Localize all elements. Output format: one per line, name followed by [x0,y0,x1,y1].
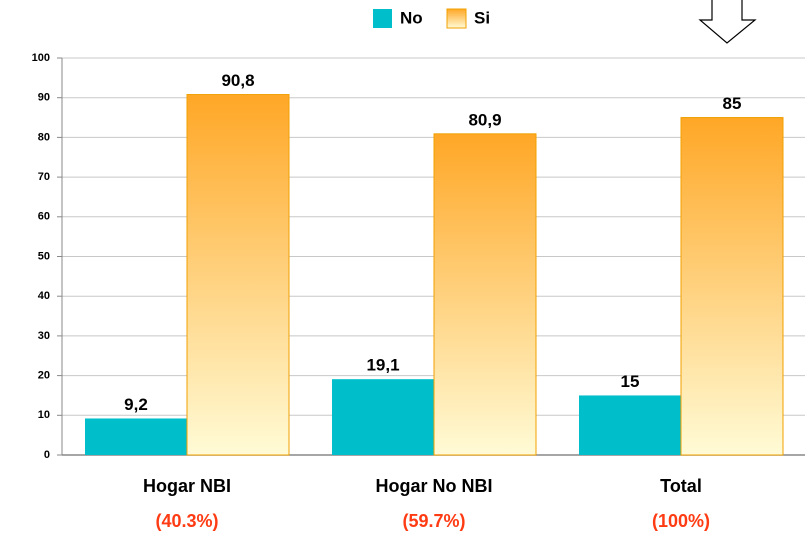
bar [332,379,434,455]
value-label: 9,2 [124,395,148,414]
legend-label: No [400,8,423,27]
category-note: (100%) [652,511,710,531]
x-tick-label: Hogar No NBI [376,476,493,496]
x-tick-label: Hogar NBI [143,476,231,496]
y-tick-label: 30 [38,330,50,342]
category-note: (40.3%) [155,511,218,531]
bar [579,395,681,455]
y-tick-label: 60 [38,211,50,223]
y-tick-label: 20 [38,370,50,382]
y-tick-label: 0 [44,449,50,461]
y-tick-label: 80 [38,131,50,143]
value-label: 19,1 [366,356,399,375]
category-note: (59.7%) [402,511,465,531]
legend-swatch [446,8,467,29]
y-tick-label: 100 [32,52,50,64]
legend-swatch [373,9,392,28]
value-label: 80,9 [468,110,501,129]
value-label: 85 [723,94,742,113]
y-tick-label: 70 [38,171,50,183]
bar [85,418,187,455]
legend-label: Si [474,8,490,27]
y-tick-label: 90 [38,92,50,104]
y-tick-label: 40 [38,290,50,302]
arrow-icon [698,0,757,44]
bar [186,94,290,456]
value-label: 90,8 [221,71,254,90]
value-label: 15 [621,372,640,391]
bar [680,117,784,456]
bar [433,133,537,456]
y-tick-label: 50 [38,250,50,262]
x-tick-label: Total [660,476,702,496]
y-tick-label: 10 [38,409,50,421]
